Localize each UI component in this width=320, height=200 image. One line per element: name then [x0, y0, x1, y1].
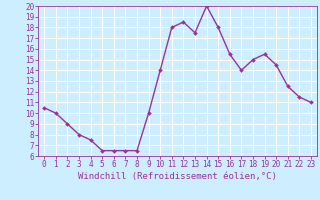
X-axis label: Windchill (Refroidissement éolien,°C): Windchill (Refroidissement éolien,°C) [78, 172, 277, 181]
